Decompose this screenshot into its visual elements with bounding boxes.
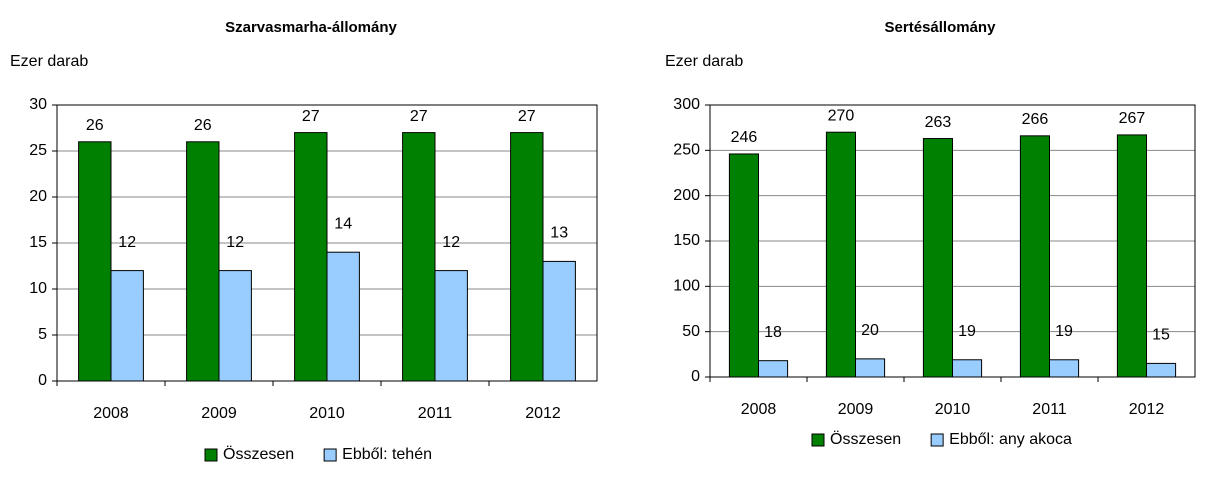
value-label: 26	[86, 117, 104, 134]
y-tick-label: 250	[673, 142, 700, 159]
legend-label: Ebből: any akoca	[949, 431, 1072, 448]
bar	[186, 141, 220, 382]
bar	[952, 359, 983, 378]
y-tick-label: 0	[691, 368, 700, 385]
legend-swatch	[930, 433, 944, 447]
legend-label: Összesen	[830, 430, 901, 448]
x-tick-label: 2010	[309, 405, 345, 422]
bar	[1146, 362, 1177, 378]
bar	[922, 138, 954, 378]
bar	[1116, 134, 1148, 378]
y-tick-label: 200	[673, 187, 700, 204]
y-tick-label: 20	[29, 188, 47, 205]
bar	[434, 270, 468, 382]
bar	[1049, 359, 1080, 378]
legend-label: Ebből: tehén	[342, 446, 432, 463]
value-label: 26	[194, 117, 212, 134]
y-tick-label: 150	[673, 232, 700, 249]
value-label: 27	[410, 108, 428, 125]
bar	[542, 260, 576, 382]
bar	[758, 360, 789, 378]
value-label: 12	[442, 234, 460, 251]
bar	[1019, 135, 1051, 378]
bar	[326, 251, 360, 382]
y-tick-label: 50	[682, 323, 700, 340]
y-tick-label: 100	[673, 278, 700, 295]
x-tick-label: 2012	[1129, 401, 1165, 418]
chart-title: Sertésállomány	[885, 19, 997, 36]
bar	[825, 131, 857, 378]
y-tick-label: 15	[29, 234, 47, 251]
value-label: 20	[861, 322, 879, 339]
x-tick-label: 2010	[935, 401, 971, 418]
x-tick-label: 2009	[838, 401, 874, 418]
y-axis-label: Ezer darab	[665, 53, 743, 70]
y-tick-label: 0	[38, 372, 47, 389]
chart-title: Szarvasmarha-állomány	[225, 19, 397, 36]
value-label: 19	[1055, 323, 1073, 340]
x-tick-label: 2012	[525, 405, 561, 422]
value-label: 246	[731, 129, 758, 146]
bar	[855, 358, 886, 378]
y-tick-label: 300	[673, 96, 700, 113]
value-label: 12	[118, 234, 136, 251]
value-label: 14	[334, 215, 352, 232]
bar	[294, 132, 328, 382]
y-tick-label: 25	[29, 142, 47, 159]
value-label: 267	[1119, 110, 1146, 127]
x-tick-label: 2009	[201, 405, 237, 422]
bar	[218, 270, 252, 382]
bar	[510, 132, 544, 382]
legend-swatch	[204, 448, 218, 462]
y-tick-label: 30	[29, 96, 47, 113]
y-tick-label: 5	[38, 326, 47, 343]
legend-label: Összesen	[223, 445, 294, 463]
value-label: 266	[1022, 111, 1049, 128]
value-label: 27	[518, 108, 536, 125]
value-label: 13	[550, 225, 568, 242]
value-label: 263	[925, 114, 952, 131]
x-tick-label: 2011	[1032, 401, 1067, 418]
legend-swatch	[323, 448, 337, 462]
value-label: 18	[764, 324, 782, 341]
bar	[110, 270, 144, 382]
bar	[78, 141, 112, 382]
legend-swatch	[811, 433, 825, 447]
x-tick-label: 2011	[418, 405, 453, 422]
value-label: 12	[226, 234, 244, 251]
bar	[402, 132, 436, 382]
bar	[728, 153, 760, 378]
x-tick-label: 2008	[741, 401, 777, 418]
value-label: 19	[958, 323, 976, 340]
value-label: 27	[302, 108, 320, 125]
value-label: 15	[1152, 327, 1170, 344]
y-axis-label: Ezer darab	[10, 53, 88, 70]
y-tick-label: 10	[29, 280, 47, 297]
x-tick-label: 2008	[93, 405, 129, 422]
value-label: 270	[828, 107, 855, 124]
